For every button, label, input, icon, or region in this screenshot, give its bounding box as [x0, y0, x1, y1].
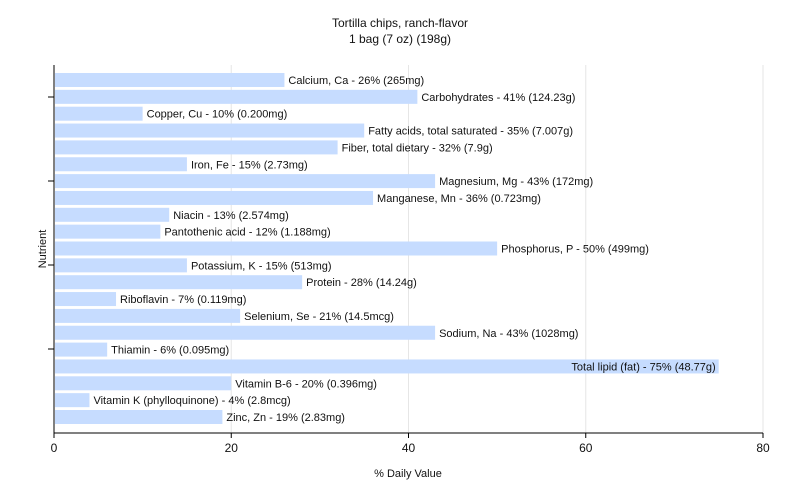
bar-label: Phosphorus, P - 50% (499mg)	[501, 244, 649, 256]
bar-label: Riboflavin - 7% (0.119mg)	[120, 294, 246, 306]
bar	[55, 393, 90, 408]
bar-label: Calcium, Ca - 26% (265mg)	[288, 75, 424, 87]
bar-label: Copper, Cu - 10% (0.200mg)	[147, 109, 288, 121]
bar	[55, 89, 418, 104]
bar	[55, 224, 161, 239]
bar	[55, 174, 436, 189]
bar-label: Niacin - 13% (2.574mg)	[173, 210, 289, 222]
chart-subtitle: 1 bag (7 oz) (198g)	[348, 32, 452, 46]
bar	[55, 359, 719, 374]
bar	[55, 410, 223, 424]
bar-label: Iron, Fe - 15% (2.73mg)	[191, 159, 308, 171]
bar	[55, 241, 498, 256]
bar	[55, 376, 232, 391]
bar-label: Total lipid (fat) - 75% (48.77g)	[571, 361, 715, 373]
bar	[55, 292, 117, 307]
bar	[55, 157, 187, 172]
bar-label: Vitamin B-6 - 20% (0.396mg)	[235, 378, 377, 390]
bar	[55, 258, 187, 273]
bar-label: Thiamin - 6% (0.095mg)	[111, 345, 229, 357]
bar-label: Vitamin K (phylloquinone) - 4% (2.8mcg)	[93, 395, 290, 407]
y-axis-title: Nutrient	[37, 230, 49, 269]
bar-label: Potassium, K - 15% (513mg)	[191, 260, 332, 272]
bar-label: Selenium, Se - 21% (14.5mcg)	[244, 311, 394, 323]
x-tick-label: 80	[756, 441, 770, 455]
bars: Calcium, Ca - 26% (265mg) Carbohydrates -…	[55, 73, 719, 424]
bar	[55, 123, 365, 138]
bar	[55, 342, 108, 357]
x-tick-label: 20	[225, 441, 239, 455]
bar-label: Manganese, Mn - 36% (0.723mg)	[377, 193, 541, 205]
bar	[55, 190, 374, 205]
x-axis-title: % Daily Value	[374, 468, 442, 480]
axes: 0 20 40 60 80	[48, 65, 770, 455]
x-tick-label: 40	[402, 441, 416, 455]
bar-label: Protein - 28% (14.24g)	[306, 277, 417, 289]
bar-label: Fatty acids, total saturated - 35% (7.00…	[368, 126, 573, 138]
bar	[55, 325, 436, 340]
bar-label: Pantothenic acid - 12% (1.188mg)	[164, 227, 330, 239]
bar-label: Fiber, total dietary - 32% (7.9g)	[342, 142, 493, 154]
bar-label: Carbohydrates - 41% (124.23g)	[421, 92, 575, 104]
bar-label: Zinc, Zn - 19% (2.83mg)	[226, 412, 345, 424]
bar	[55, 106, 143, 121]
x-tick-label: 60	[579, 441, 593, 455]
bar-label: Sodium, Na - 43% (1028mg)	[439, 328, 578, 340]
bar	[55, 73, 285, 87]
x-tick-label: 0	[51, 441, 58, 455]
bar	[55, 140, 338, 155]
bar	[55, 207, 170, 222]
bar	[55, 275, 303, 290]
chart-title: Tortilla chips, ranch-flavor	[331, 16, 469, 30]
bar	[55, 308, 241, 323]
bar-label: Magnesium, Mg - 43% (172mg)	[439, 176, 593, 188]
